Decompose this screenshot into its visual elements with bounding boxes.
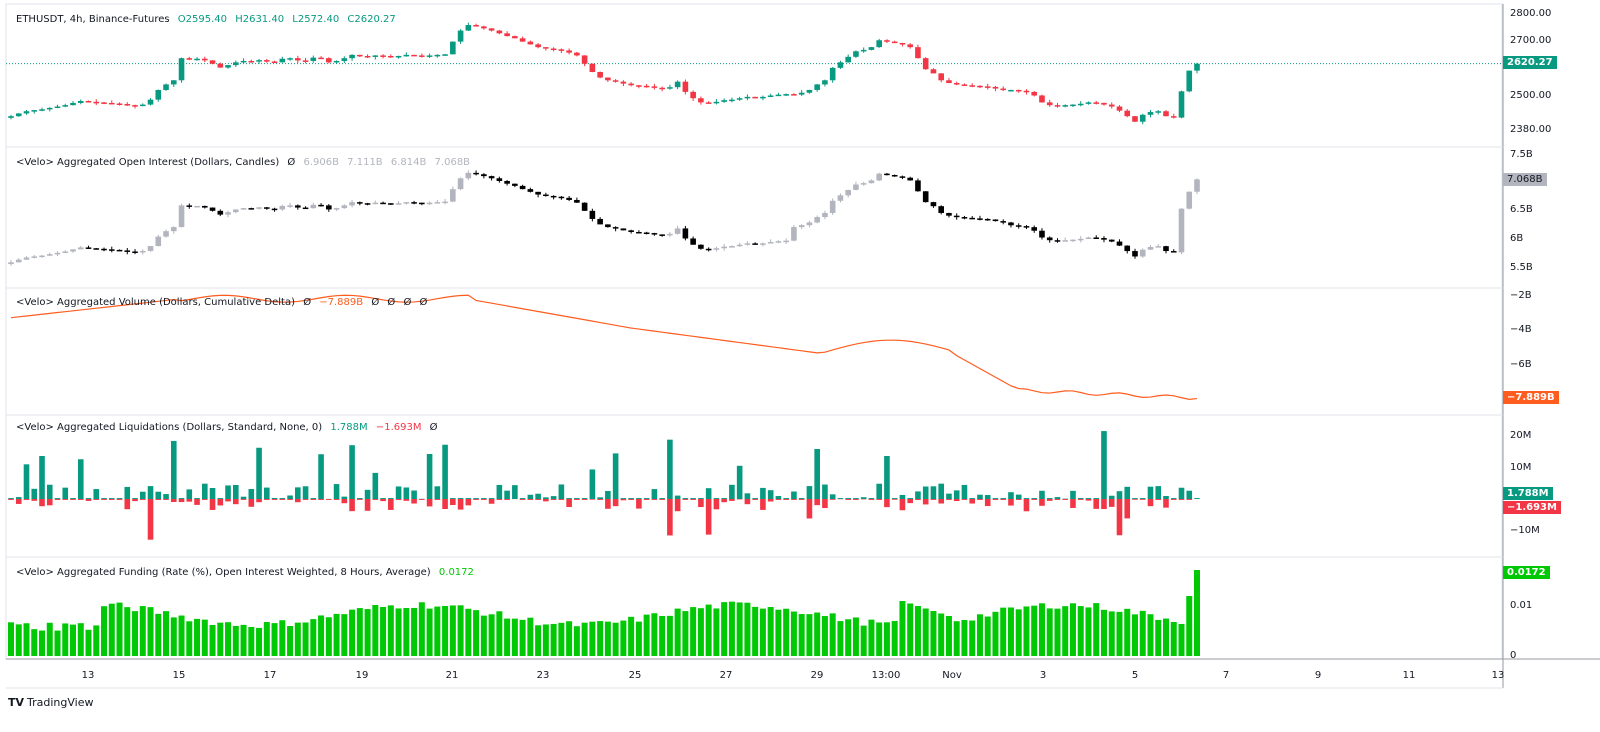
oi-dash: Ø bbox=[287, 157, 296, 168]
time-axis-tick: 9 bbox=[1314, 670, 1322, 681]
oi-high: 7.111B bbox=[347, 157, 383, 168]
oi-close: 7.068B bbox=[434, 157, 471, 168]
price-axis-tick: 2500.00 bbox=[1510, 90, 1552, 101]
cvd-extra: Ø bbox=[419, 297, 428, 308]
cvd-extra: Ø bbox=[371, 297, 380, 308]
time-axis-tick: 25 bbox=[628, 670, 642, 681]
time-axis-tick: 11 bbox=[1402, 670, 1416, 681]
tradingview-icon: TV bbox=[8, 696, 25, 709]
oi-open: 6.906B bbox=[303, 157, 339, 168]
funding-legend: <Velo> Aggregated Funding (Rate (%), Ope… bbox=[16, 567, 479, 578]
time-axis-tick: 13 bbox=[81, 670, 95, 681]
time-axis-tick: 13:00 bbox=[871, 670, 901, 681]
funding-axis-tick: 0.01 bbox=[1510, 600, 1533, 611]
oi-last-tag: 7.068B bbox=[1503, 173, 1547, 186]
liq-short-value: −1.693M bbox=[375, 422, 422, 433]
time-axis-tick: 3 bbox=[1039, 670, 1047, 681]
price-axis-tick: 2700.00 bbox=[1510, 35, 1552, 46]
cvd-axis-tick: −4B bbox=[1510, 324, 1532, 335]
cvd-axis-tick: −6B bbox=[1510, 359, 1532, 370]
liq-long-value: 1.788M bbox=[330, 422, 368, 433]
cvd-extra: Ø bbox=[387, 297, 396, 308]
oi-low: 6.814B bbox=[390, 157, 427, 168]
cvd-legend: <Velo> Aggregated Volume (Dollars, Cumul… bbox=[16, 297, 432, 308]
cvd-value: −7.889B bbox=[319, 297, 364, 308]
liq-long-tag: 1.788M bbox=[1503, 487, 1553, 500]
funding-title: <Velo> Aggregated Funding (Rate (%), Ope… bbox=[16, 567, 431, 578]
liq-axis-tick: 20M bbox=[1510, 430, 1532, 441]
time-axis-tick: 19 bbox=[355, 670, 369, 681]
cvd-title: <Velo> Aggregated Volume (Dollars, Cumul… bbox=[16, 297, 295, 308]
liq-short-tag: −1.693M bbox=[1503, 501, 1561, 514]
last-price-tag: 2620.27 bbox=[1503, 56, 1557, 69]
funding-value: 0.0172 bbox=[438, 567, 474, 578]
cvd-extra: Ø bbox=[403, 297, 412, 308]
close-value: C2620.27 bbox=[347, 14, 396, 25]
price-legend: ETHUSDT, 4h, Binance-Futures O2595.40 H2… bbox=[16, 14, 401, 25]
cvd-dash: Ø bbox=[303, 297, 312, 308]
cvd-axis-tick: −2B bbox=[1510, 290, 1532, 301]
time-axis-tick: 5 bbox=[1131, 670, 1139, 681]
low-value: L2572.40 bbox=[292, 14, 340, 25]
open-value: O2595.40 bbox=[177, 14, 228, 25]
funding-last-tag: 0.0172 bbox=[1503, 566, 1550, 579]
liq-dash: Ø bbox=[429, 422, 438, 433]
time-axis-tick: 21 bbox=[445, 670, 459, 681]
time-axis-tick: 7 bbox=[1222, 670, 1230, 681]
cvd-last-tag: −7.889B bbox=[1503, 391, 1559, 404]
high-value: H2631.40 bbox=[235, 14, 285, 25]
liq-title: <Velo> Aggregated Liquidations (Dollars,… bbox=[16, 422, 323, 433]
time-axis-tick: 29 bbox=[810, 670, 824, 681]
oi-axis-tick: 5.5B bbox=[1510, 262, 1533, 273]
time-axis-tick: 27 bbox=[719, 670, 733, 681]
oi-legend: <Velo> Aggregated Open Interest (Dollars… bbox=[16, 157, 475, 168]
liq-axis-tick: −10M bbox=[1510, 525, 1540, 536]
tradingview-logo[interactable]: TV TradingView bbox=[8, 696, 94, 709]
time-axis-tick: Nov bbox=[942, 670, 962, 681]
time-axis-tick: 23 bbox=[536, 670, 550, 681]
brand-label: TradingView bbox=[27, 696, 94, 709]
liq-axis-tick: 10M bbox=[1510, 462, 1532, 473]
time-axis-tick: 13 bbox=[1491, 670, 1505, 681]
time-axis-tick: 17 bbox=[263, 670, 277, 681]
funding-axis-tick: 0 bbox=[1510, 650, 1517, 661]
price-axis-tick: 2380.00 bbox=[1510, 124, 1552, 135]
oi-axis-tick: 6B bbox=[1510, 233, 1524, 244]
time-axis-tick: 15 bbox=[172, 670, 186, 681]
price-axis-tick: 2800.00 bbox=[1510, 8, 1552, 19]
oi-axis-tick: 7.5B bbox=[1510, 149, 1533, 160]
liq-legend: <Velo> Aggregated Liquidations (Dollars,… bbox=[16, 422, 443, 433]
symbol-label: ETHUSDT, 4h, Binance-Futures bbox=[16, 14, 170, 25]
oi-title: <Velo> Aggregated Open Interest (Dollars… bbox=[16, 157, 280, 168]
oi-axis-tick: 6.5B bbox=[1510, 204, 1533, 215]
